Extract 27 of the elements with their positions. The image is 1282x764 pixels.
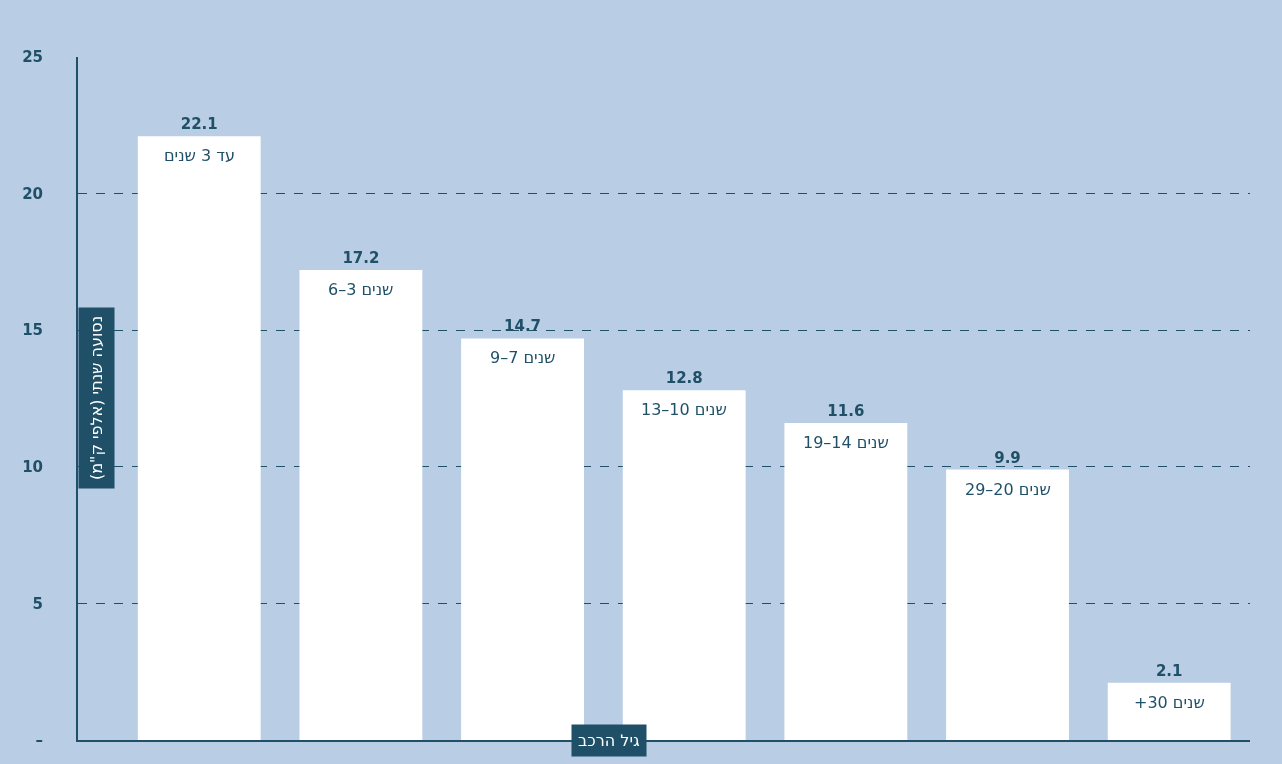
bar bbox=[784, 423, 908, 740]
bar bbox=[1107, 682, 1231, 740]
x-tick-label: 19–14 שנים bbox=[803, 433, 889, 452]
y-tick-label: – bbox=[35, 731, 43, 750]
y-tick-label: 25 bbox=[22, 48, 43, 67]
y-tick-label: 20 bbox=[22, 184, 43, 203]
data-label: 2.1 bbox=[1155, 661, 1183, 680]
x-tick-label: 13–10 שנים bbox=[641, 400, 727, 419]
data-label: 11.6 bbox=[827, 402, 865, 421]
y-tick-label: 5 bbox=[32, 594, 43, 613]
bar bbox=[299, 270, 423, 740]
bar bbox=[137, 136, 261, 740]
data-label: 9.9 bbox=[994, 448, 1021, 467]
bar bbox=[946, 469, 1069, 740]
x-tick-label: 29–20 שנים bbox=[965, 480, 1051, 499]
y-tick-label: 15 bbox=[22, 321, 43, 340]
data-label: 22.1 bbox=[180, 115, 218, 134]
y-tick-label: 10 bbox=[22, 458, 43, 477]
x-tick-label: עד 3 שנים bbox=[164, 146, 236, 165]
x-tick-label: 6–3 שנים bbox=[328, 280, 394, 299]
x-axis-title: גיל הרכב bbox=[578, 731, 640, 750]
data-label: 12.8 bbox=[665, 369, 703, 388]
x-tick-label: +30 שנים bbox=[1134, 693, 1205, 712]
data-label: 17.2 bbox=[342, 249, 380, 268]
data-label: 14.7 bbox=[504, 317, 542, 336]
y-axis-title: נסועה שנתי (אלפי ק"מ) bbox=[87, 315, 106, 480]
x-tick-label: 9–7 שנים bbox=[490, 348, 556, 367]
